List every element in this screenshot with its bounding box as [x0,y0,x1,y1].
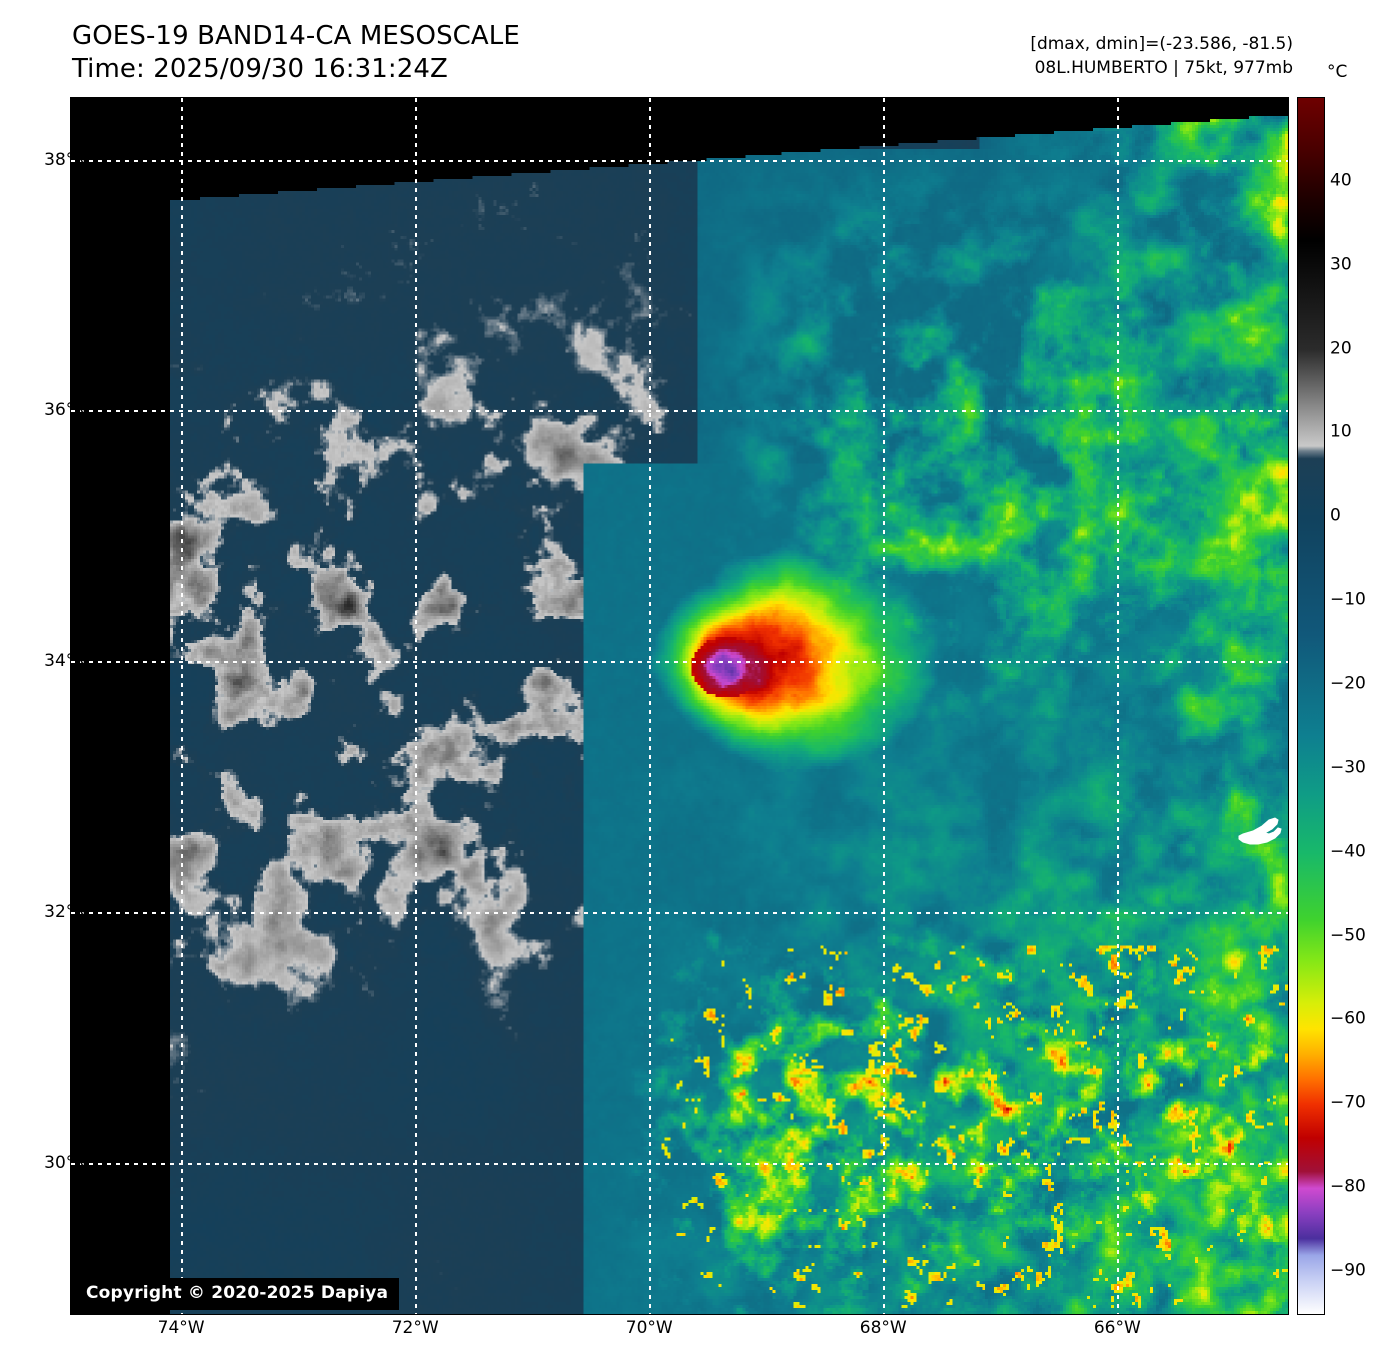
colorbar-tick-30: 30 [1330,254,1352,275]
colorbar-tick-minus50: −50 [1330,925,1366,946]
colorbar-tick-minus30: −30 [1330,757,1366,778]
colorbar-tick-20: 20 [1330,338,1352,359]
lat-tick-30: 30°N [44,1152,87,1173]
header-right-block: [dmax, dmin]=(-23.586, -81.5) 08L.HUMBER… [1030,32,1293,80]
page-title: GOES-19 BAND14-CA MESOSCALE [72,21,520,51]
lon-tick-74W: 74°W [157,1318,205,1338]
lat-tick-38: 38°N [44,149,87,170]
colorbar-unit-label: °C [1327,62,1348,82]
lon-tick-72W: 72°W [391,1318,439,1338]
storm-info-label: 08L.HUMBERTO | 75kt, 977mb [1034,58,1293,78]
header-left-block: GOES-19 BAND14-CA MESOSCALE Time: 2025/0… [72,20,832,86]
timestamp-label: Time: 2025/09/30 16:31:24Z [72,54,448,84]
lat-tick-32: 32°N [44,901,87,922]
colorbar-tick-10: 10 [1330,421,1352,442]
lon-tick-68W: 68°W [859,1318,907,1338]
colorbar-tick-minus90: −90 [1330,1260,1366,1281]
colorbar-gradient [1298,98,1324,1314]
data-minmax-label: [dmax, dmin]=(-23.586, -81.5) [1030,34,1293,54]
colorbar-tick-minus20: −20 [1330,673,1366,694]
lat-tick-34: 34°N [44,651,87,672]
colorbar-tick-minus60: −60 [1330,1008,1366,1029]
lat-tick-36: 36°N [44,400,87,421]
colorbar-tick-minus80: −80 [1330,1176,1366,1197]
satellite-ir-raster [71,98,1288,1314]
colorbar-tick-minus40: −40 [1330,841,1366,862]
lon-tick-66W: 66°W [1093,1318,1141,1338]
satellite-image-plot[interactable]: Copyright © 2020-2025 Dapiya [70,97,1289,1315]
colorbar-tick-minus10: −10 [1330,589,1366,610]
colorbar-tick-40: 40 [1330,170,1352,191]
copyright-banner: Copyright © 2020-2025 Dapiya [75,1278,400,1310]
temperature-colorbar[interactable] [1297,97,1325,1315]
plot-clip [71,98,1288,1314]
colorbar-tick-0: 0 [1330,505,1341,526]
lon-tick-70W: 70°W [625,1318,673,1338]
colorbar-tick-minus70: −70 [1330,1092,1366,1113]
